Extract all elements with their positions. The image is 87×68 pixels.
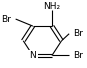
Text: Br: Br — [74, 29, 84, 38]
Text: Br: Br — [1, 15, 11, 24]
Text: N: N — [29, 51, 36, 60]
Text: NH₂: NH₂ — [43, 2, 61, 11]
Text: Br: Br — [74, 51, 84, 60]
